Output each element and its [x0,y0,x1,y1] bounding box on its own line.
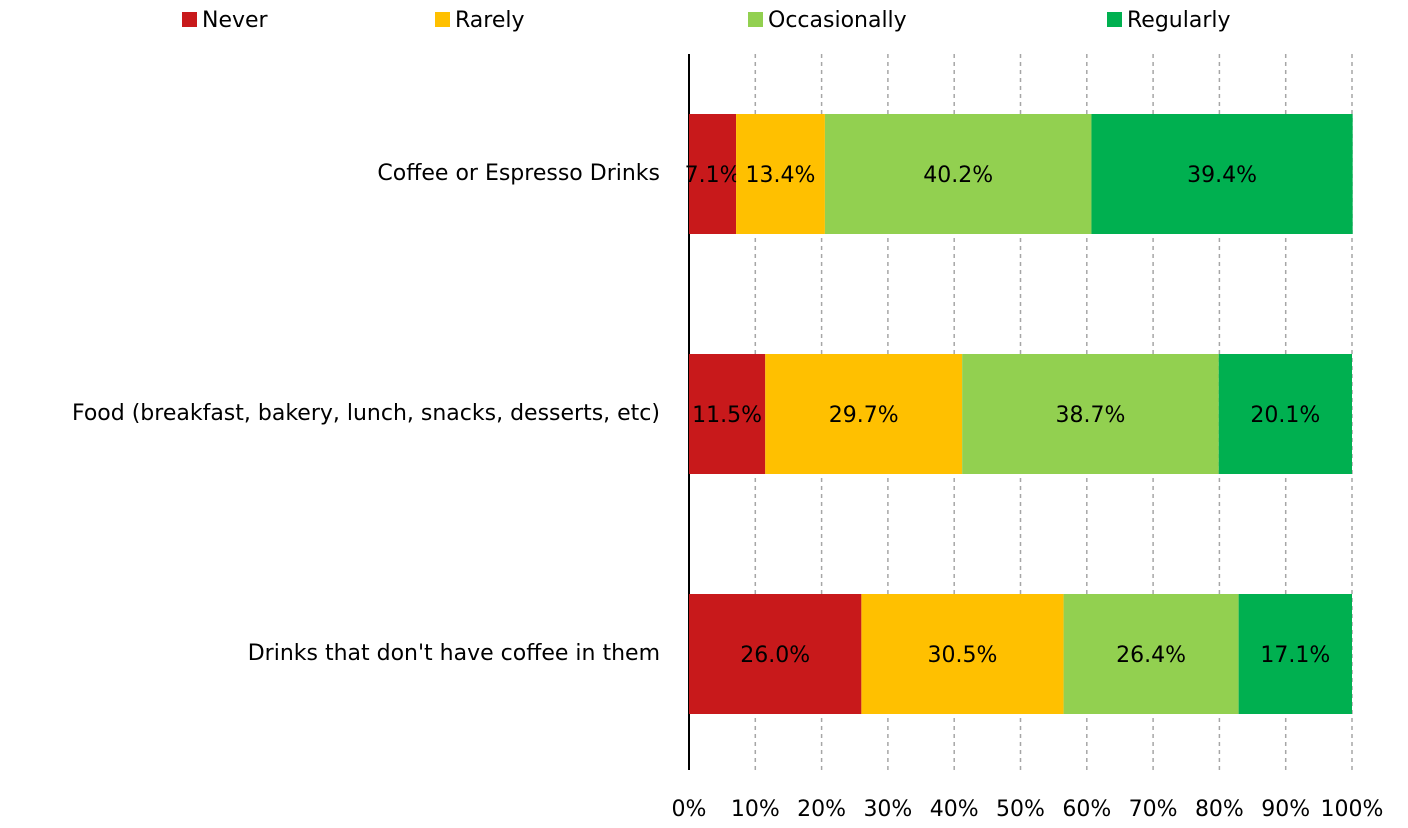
x-tick-label: 90% [1261,797,1310,822]
data-label: 29.7% [829,403,899,428]
legend-swatch [435,12,450,27]
bar-segment [736,114,825,234]
x-tick-label: 70% [1129,797,1178,822]
data-label: 7.1% [685,163,741,188]
bar-segment [765,354,963,474]
x-tick-label: 10% [731,797,780,822]
legend-swatch [182,12,197,27]
bar-segment [861,594,1064,714]
legend-label: Never [202,8,269,33]
x-tick-label: 60% [1062,797,1111,822]
legend-label: Rarely [455,8,525,33]
bar-segment [1238,594,1352,714]
x-tick-label: 20% [797,797,846,822]
y-tick-label: Food (breakfast, bakery, lunch, snacks, … [71,401,660,426]
data-label: 17.1% [1260,643,1330,668]
y-tick-label: Coffee or Espresso Drinks [377,161,660,186]
data-label: 39.4% [1187,163,1257,188]
x-tick-label: 100% [1321,797,1384,822]
x-tick-label: 0% [672,797,707,822]
data-label: 38.7% [1056,403,1126,428]
data-label: 11.5% [692,403,762,428]
y-tick-label: Drinks that don't have coffee in them [247,641,660,666]
x-tick-label: 80% [1195,797,1244,822]
x-tick-label: 50% [996,797,1045,822]
data-label: 40.2% [923,163,993,188]
bar-segment [1063,594,1239,714]
data-label: 30.5% [928,643,998,668]
data-label: 13.4% [746,163,816,188]
bar-segment [689,114,737,234]
bar-segment [962,354,1219,474]
bar-segment [824,114,1092,234]
data-label: 20.1% [1250,403,1320,428]
bar-segment [1218,354,1352,474]
data-label: 26.0% [740,643,810,668]
legend-label: Regularly [1127,8,1231,33]
bar-segment [689,354,766,474]
bar-segment [689,594,862,714]
x-tick-label: 40% [930,797,979,822]
legend-swatch [748,12,763,27]
legend-label: Occasionally [768,8,907,33]
legend-swatch [1107,12,1122,27]
data-label: 26.4% [1116,643,1186,668]
bar-segment [1091,114,1353,234]
x-tick-label: 30% [863,797,912,822]
